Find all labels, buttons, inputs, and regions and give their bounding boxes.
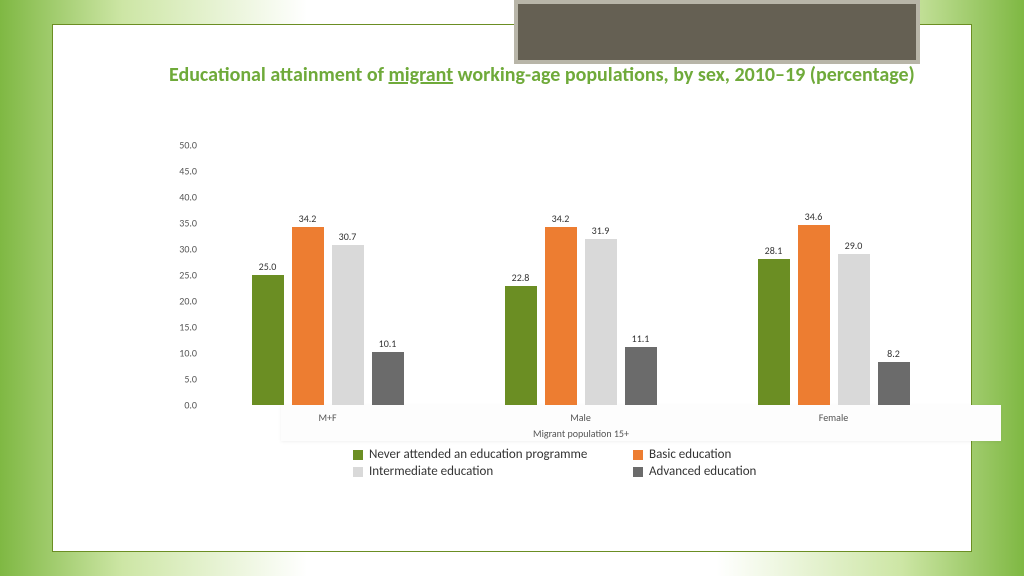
bar-value-label: 34.2 [288, 212, 328, 225]
bar [545, 227, 577, 405]
y-tick: 5.0 [153, 373, 197, 386]
bar-value-label: 22.8 [501, 271, 541, 284]
legend: Never attended an education programme Bas… [353, 447, 913, 481]
legend-label: Advanced education [649, 464, 756, 479]
bar [292, 227, 324, 405]
legend-label: Never attended an education programme [369, 447, 587, 462]
legend-swatch [633, 467, 643, 477]
legend-item: Never attended an education programme [353, 447, 633, 462]
bar-value-label: 34.2 [541, 212, 581, 225]
bar-value-label: 30.7 [328, 230, 368, 243]
slide-background: Educational attainment of migrant workin… [0, 0, 1024, 576]
y-tick: 40.0 [153, 191, 197, 204]
plot-area: 25.034.230.710.122.834.231.911.128.134.6… [201, 145, 961, 405]
chart-title: Educational attainment of migrant workin… [169, 63, 949, 88]
category-label: Female [819, 411, 848, 424]
title-post: working-age populations, by sex, 2010–19… [453, 63, 915, 87]
y-tick: 10.0 [153, 347, 197, 360]
header-box [514, 0, 920, 64]
x-axis-title: Migrant population 15+ [481, 427, 681, 440]
bar-value-label: 28.1 [754, 244, 794, 257]
bar [585, 239, 617, 405]
y-tick: 35.0 [153, 217, 197, 230]
bar-value-label: 8.2 [874, 347, 914, 360]
bar-value-label: 11.1 [621, 332, 661, 345]
bar-value-label: 29.0 [834, 239, 874, 252]
legend-label: Intermediate education [369, 464, 493, 479]
y-tick: 45.0 [153, 165, 197, 178]
legend-swatch [353, 467, 363, 477]
y-tick: 20.0 [153, 295, 197, 308]
bar-value-label: 25.0 [248, 260, 288, 273]
legend-item: Intermediate education [353, 464, 633, 479]
bar [625, 347, 657, 405]
bar-value-label: 34.6 [794, 210, 834, 223]
bar [332, 245, 364, 405]
legend-swatch [633, 450, 643, 460]
legend-item: Advanced education [633, 464, 913, 479]
y-tick: 50.0 [153, 139, 197, 152]
bar [758, 259, 790, 405]
title-underlined: migrant [388, 63, 453, 87]
legend-swatch [353, 450, 363, 460]
bar [252, 275, 284, 405]
bar [372, 352, 404, 405]
bar [838, 254, 870, 405]
bar [505, 286, 537, 405]
y-tick: 30.0 [153, 243, 197, 256]
bar-chart: 0.0 5.0 10.0 15.0 20.0 25.0 30.0 35.0 40.0 45.0 50… [153, 135, 973, 465]
legend-item: Basic education [633, 447, 913, 462]
bar-value-label: 10.1 [368, 337, 408, 350]
y-tick: 25.0 [153, 269, 197, 282]
y-tick: 15.0 [153, 321, 197, 334]
y-tick: 0.0 [153, 399, 197, 412]
legend-label: Basic education [649, 447, 731, 462]
title-pre: Educational attainment of [169, 63, 388, 87]
category-label: Male [570, 411, 591, 424]
bar [798, 225, 830, 405]
bar-value-label: 31.9 [581, 224, 621, 237]
content-panel: Educational attainment of migrant workin… [52, 24, 972, 552]
category-label: M+F [318, 411, 336, 424]
bar [878, 362, 910, 405]
